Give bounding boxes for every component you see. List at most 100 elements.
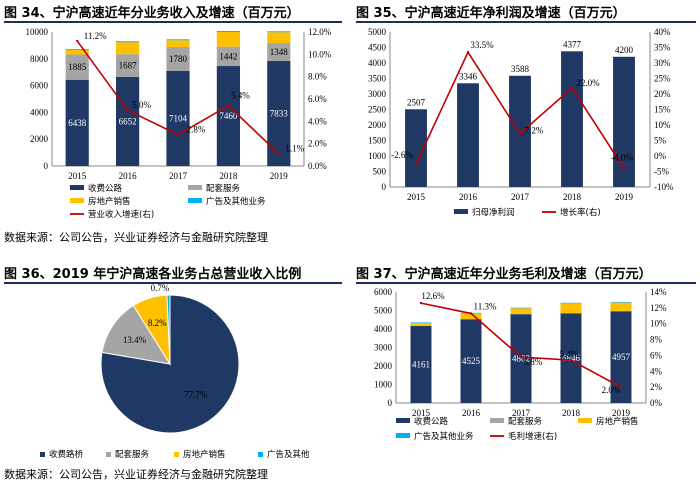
bar-segment	[267, 42, 291, 62]
growth-label: 2.8%	[187, 125, 206, 135]
growth-point	[414, 162, 418, 166]
bar-segment	[561, 51, 583, 187]
bar-segment	[216, 46, 240, 67]
y2-tick-label: 2.0%	[308, 139, 327, 149]
legend-label: 配套服务	[115, 449, 150, 460]
growth-label: 5.4%	[560, 349, 579, 359]
x-tick-label: 2017	[511, 192, 530, 202]
figure-35-title: 图 35、宁沪高速近年净利润及增速（百万元）	[356, 6, 626, 21]
y-tick-label: 3500	[368, 74, 387, 84]
y2-tick-label: 0.0%	[308, 161, 327, 171]
legend-label: 营业收入增速(右)	[88, 209, 154, 220]
bar-segment	[610, 302, 632, 311]
bar-value-label: 7104	[169, 113, 188, 123]
bar-segment	[166, 39, 190, 41]
y2-tick-label: 12%	[650, 303, 667, 313]
legend-swatch	[174, 452, 179, 457]
bar-segment	[267, 32, 291, 43]
bar-value-label: 7460	[219, 111, 238, 121]
y-tick-label: 4000	[374, 324, 393, 334]
growth-point	[519, 355, 523, 359]
growth-point	[419, 301, 423, 305]
figure-36-title-rule	[4, 282, 342, 284]
bar-segment	[216, 66, 240, 166]
pie-slice	[101, 304, 172, 365]
y2-tick-label: 10%	[650, 319, 667, 329]
figure-36-title: 图 36、2019 年宁沪高速各业务占总营业收入比例	[4, 267, 302, 282]
growth-point	[76, 39, 79, 43]
data-source-bottom: 数据来源：公司公告，兴业证券经济与金融研究院整理	[4, 468, 268, 481]
y2-tick-label: 25%	[654, 74, 671, 84]
x-tick-label: 2018	[562, 408, 581, 418]
growth-label: -4.0%	[611, 152, 633, 162]
growth-label: -2.6%	[391, 150, 413, 160]
bar-segment	[510, 308, 532, 314]
bar-segment	[216, 31, 240, 32]
bar-segment	[610, 302, 632, 303]
pie-slice-label: 8.2%	[148, 318, 167, 328]
x-tick-label: 2016	[119, 171, 138, 181]
legend-label: 收费公路	[414, 416, 449, 427]
legend-label: 收费路桥	[49, 449, 84, 460]
growth-point	[469, 312, 473, 315]
bar-segment	[410, 322, 432, 323]
growth-point	[277, 152, 280, 155]
growth-label: 5.8%	[524, 357, 543, 367]
bar-segment	[509, 75, 531, 187]
y-tick-label: 6000	[374, 287, 393, 297]
legend-swatch	[40, 452, 45, 457]
bar-value-label: 3346	[459, 71, 478, 81]
growth-label: 1.1%	[285, 144, 304, 154]
growth-point	[569, 358, 573, 362]
figure-34-title: 图 34、宁沪高速近年分业务收入及增速（百万元）	[4, 6, 300, 21]
y-tick-label: 8000	[30, 54, 49, 64]
x-tick-label: 2017	[512, 408, 531, 418]
y-tick-label: 2000	[368, 120, 387, 130]
bar-segment	[560, 303, 582, 313]
bar-segment	[267, 61, 291, 167]
legend-swatch	[70, 185, 84, 190]
legend-swatch	[396, 433, 410, 438]
y-tick-label: 5000	[368, 27, 387, 37]
y2-tick-label: 10%	[654, 120, 671, 130]
y-tick-label: 3000	[368, 89, 387, 99]
bar-value-label: 2507	[407, 97, 426, 107]
growth-point	[619, 385, 623, 389]
bar-segment	[457, 83, 479, 187]
growth-point	[622, 167, 626, 170]
y-tick-label: 1000	[368, 151, 387, 161]
x-tick-label: 2016	[459, 192, 478, 202]
bar-value-label: 4802	[512, 354, 530, 364]
y2-tick-label: 0%	[654, 151, 667, 161]
x-tick-label: 2015	[407, 192, 426, 202]
bar-segment	[166, 40, 190, 47]
legend-label: 房地产销售	[596, 416, 639, 427]
bar-value-label: 3588	[511, 64, 530, 74]
bar-value-label: 4957	[612, 352, 631, 362]
bar-segment	[410, 326, 432, 403]
y2-tick-label: 40%	[654, 27, 671, 37]
legend-swatch	[70, 198, 84, 203]
y2-tick-label: 0%	[650, 398, 663, 408]
growth-label: 5.4%	[231, 91, 250, 101]
legend-label: 收费公路	[88, 183, 123, 194]
y2-tick-label: 2%	[650, 382, 663, 392]
bar-segment	[560, 302, 582, 304]
bar-segment	[116, 41, 140, 43]
bar-segment	[267, 31, 291, 33]
y-tick-label: 6000	[30, 81, 49, 91]
legend-swatch	[396, 418, 410, 423]
growth-point	[466, 50, 470, 54]
y-tick-label: 2000	[30, 134, 49, 144]
figure-35-chart: 0 500 1000 1500 2000 2500 3000 3500 4000 4500 5000…	[368, 27, 674, 218]
pie-slice-label: 77.7%	[184, 390, 208, 400]
y2-tick-label: 15%	[654, 105, 671, 115]
growth-point	[570, 86, 574, 89]
legend-label: 归母净利润	[472, 207, 515, 218]
growth-label: 7.2%	[525, 126, 544, 136]
bar-segment	[560, 313, 582, 403]
pie-slice-label: 0.7%	[151, 284, 170, 293]
legend-label: 广告及其他	[267, 449, 310, 460]
x-tick-label: 2016	[462, 408, 481, 418]
bar-segment	[613, 56, 635, 187]
